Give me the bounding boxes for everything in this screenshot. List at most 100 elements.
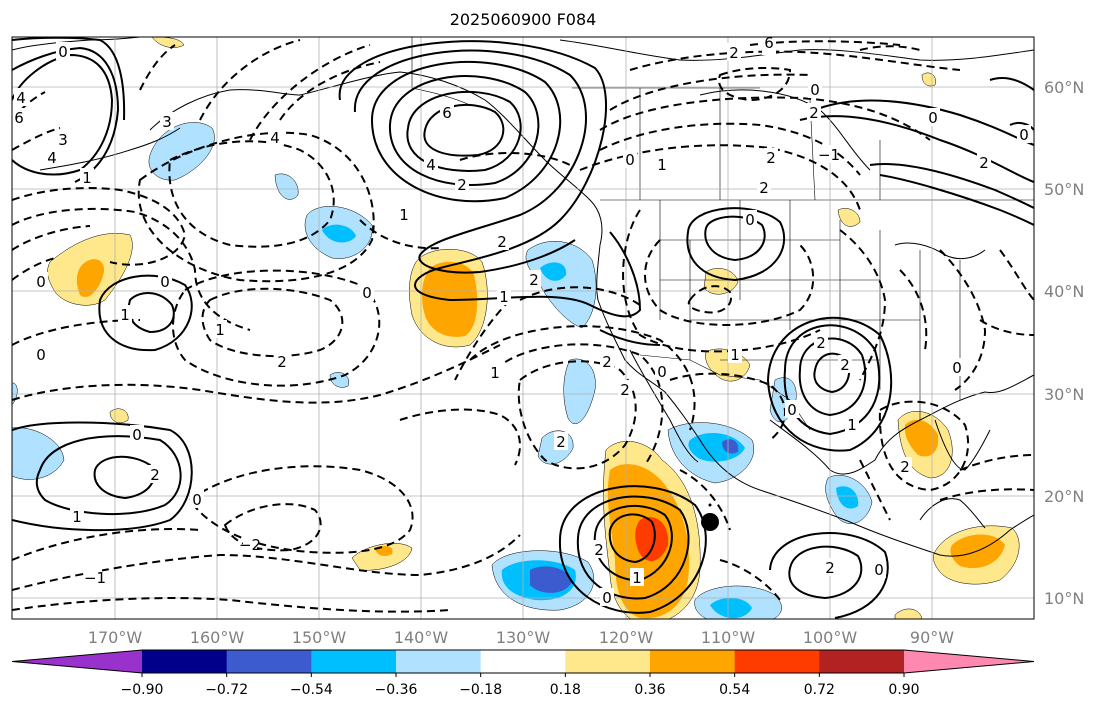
- contour-label: 2: [759, 179, 769, 197]
- colorbar-tick-label: 0.54: [719, 682, 750, 698]
- colorbar-tick-label: 0.72: [804, 682, 835, 698]
- colorbar-segment: [480, 650, 566, 673]
- contour-label: 6: [764, 34, 774, 52]
- contour-negative: [12, 207, 251, 331]
- contour-negative: [669, 372, 786, 441]
- contour-negative: [609, 73, 811, 111]
- contour-label: 0: [160, 273, 170, 291]
- contour-label: 1: [847, 416, 857, 434]
- contour-label: 2: [457, 176, 467, 194]
- shade-negative: [836, 486, 859, 509]
- contour-label: 2: [497, 233, 507, 251]
- lat-label: 20°N: [1044, 487, 1084, 506]
- contour-positive: [766, 316, 893, 452]
- contour-positive: [12, 421, 193, 532]
- contour-negative: [399, 408, 521, 466]
- longitude-labels: 170°W 160°W 150°W 140°W 130°W 120°W 110°…: [88, 628, 954, 647]
- contour-label: 2: [277, 353, 287, 371]
- shade-negative: [722, 439, 739, 454]
- shade-negative: [540, 262, 567, 281]
- contour-positive: [819, 99, 1034, 146]
- lon-label: 140°W: [394, 628, 449, 647]
- contour-labels: 0 4 6 3 4 1 3 4 6 4 2 1 2 2 1 0 0 0 1 0 …: [12, 34, 1031, 607]
- contour-positive: [388, 75, 540, 186]
- contour-negative: [622, 209, 821, 353]
- shade-negative: [563, 358, 596, 424]
- contour-label: 0: [36, 346, 46, 364]
- contour-positive: [593, 504, 673, 582]
- contour-negative: [139, 44, 176, 91]
- lat-label: 10°N: [1044, 589, 1084, 608]
- contour-label: 1: [120, 306, 130, 324]
- contour-positive: [35, 435, 182, 516]
- lon-label: 90°W: [910, 628, 954, 647]
- contour-positive: [127, 292, 175, 334]
- contour-negative: [249, 44, 371, 141]
- contour-label: 2: [840, 356, 850, 374]
- lat-label: 30°N: [1044, 385, 1084, 404]
- contour-label: 1: [490, 364, 500, 382]
- contour-negative: [12, 597, 451, 613]
- lon-label: 110°W: [701, 628, 756, 647]
- coastline-baja: [629, 349, 699, 463]
- shade-positive: [904, 419, 939, 457]
- contour-label: −2: [239, 536, 261, 554]
- contour-positive: [799, 115, 1034, 183]
- contour-label: 2: [825, 559, 835, 577]
- contour-negative: [172, 269, 381, 387]
- contour-label: 4: [16, 89, 26, 107]
- contour-label: 6: [14, 109, 24, 127]
- colorbar-segment: [226, 650, 312, 673]
- contour-negative: [517, 360, 637, 470]
- contour-label: 2: [979, 154, 989, 172]
- contour-negative: [878, 400, 970, 492]
- lon-label: 120°W: [599, 628, 654, 647]
- contour-label: 2: [809, 104, 819, 122]
- contour-negative: [719, 559, 781, 601]
- lat-label: 40°N: [1044, 282, 1084, 301]
- contour-negative: [579, 144, 861, 211]
- contour-label: 1: [399, 206, 409, 224]
- contour-label: 1: [730, 346, 740, 364]
- contour-label: 0: [928, 109, 938, 127]
- contour-positive: [558, 485, 707, 614]
- contour-positive: [12, 37, 126, 121]
- contour-negative: [168, 140, 335, 248]
- coastline-yucatan: [919, 498, 986, 529]
- contour-label: 0: [362, 284, 372, 302]
- contour-negative: [859, 45, 921, 51]
- contour-negative: [599, 122, 861, 176]
- lat-label: 60°N: [1044, 78, 1084, 97]
- contour-negative: [939, 249, 987, 391]
- contour-label: 0: [36, 273, 46, 291]
- coastline-aleutians: [39, 127, 181, 171]
- map-title: 2025060900 F084: [450, 10, 597, 29]
- contour-negative: [12, 319, 141, 346]
- colorbar-tick-label: −0.36: [375, 682, 418, 698]
- contour-negative: [12, 528, 201, 561]
- contour-negative: [644, 239, 815, 326]
- colorbar-segment: [650, 650, 736, 673]
- contour-label: 2: [602, 353, 612, 371]
- contour-label: 0: [58, 43, 68, 61]
- colorbar-tick-label: 0.90: [888, 682, 919, 698]
- coastline-arctic: [559, 39, 1034, 61]
- contour-negative: [599, 96, 931, 141]
- contour-negative: [718, 66, 792, 102]
- shade-positive: [894, 608, 923, 619]
- colorbar-tick-label: −0.72: [205, 682, 248, 698]
- contour-positive: [12, 46, 120, 183]
- contour-negative: [899, 269, 928, 351]
- contour-positive: [1009, 121, 1034, 131]
- colorbar-extend-low: [12, 650, 142, 673]
- contour-negative: [199, 39, 301, 121]
- shade-negative: [274, 173, 299, 200]
- contour-positive: [576, 495, 690, 600]
- contour-label: 0: [952, 359, 962, 377]
- lon-label: 170°W: [88, 628, 143, 647]
- coastline-siberia: [12, 37, 141, 51]
- contour-negative: [459, 152, 571, 166]
- contour-positive: [879, 174, 1034, 226]
- contour-positive: [869, 163, 1034, 209]
